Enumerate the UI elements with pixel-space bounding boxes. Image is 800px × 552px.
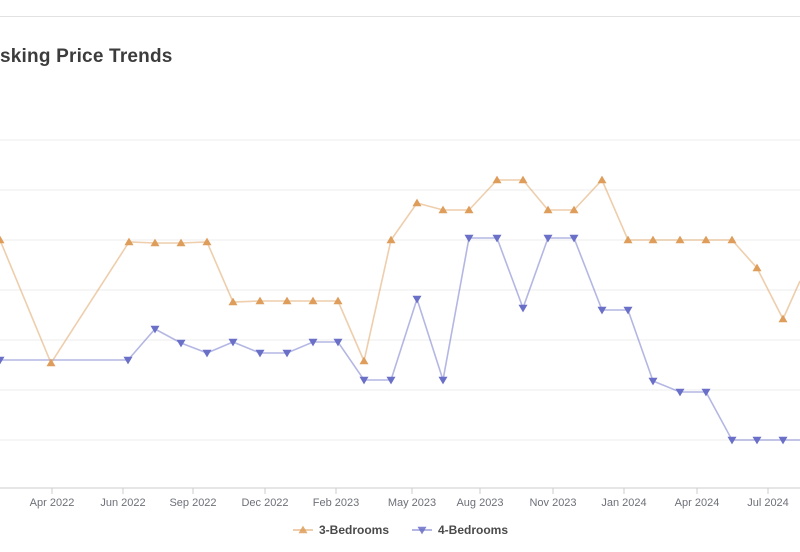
data-point-marker[interactable] xyxy=(333,296,343,305)
series-3-bedrooms[interactable] xyxy=(0,175,800,367)
series-line xyxy=(0,178,800,365)
data-point-marker[interactable] xyxy=(359,356,369,365)
x-axis-label: Feb 2023 xyxy=(312,497,360,509)
data-point-marker[interactable] xyxy=(464,234,474,243)
x-axis-labels: Apr 2022 Jun 2022 Sep 2022 Dec 2022 Feb 2023… xyxy=(0,497,800,511)
data-point-marker[interactable] xyxy=(464,205,474,214)
series-4-bedrooms[interactable] xyxy=(0,234,800,445)
data-point-marker[interactable] xyxy=(308,338,318,347)
x-axis-label: Nov 2023 xyxy=(529,497,577,509)
top-divider xyxy=(0,16,800,17)
data-point-marker[interactable] xyxy=(150,238,160,247)
data-point-marker[interactable] xyxy=(282,349,292,358)
legend-label: 3-Bedrooms xyxy=(318,523,389,537)
x-axis-label: Jun 2022 xyxy=(100,497,146,509)
x-axis-label: Apr 2024 xyxy=(674,497,720,509)
data-point-marker[interactable] xyxy=(228,297,238,306)
data-point-marker[interactable] xyxy=(701,388,711,397)
x-axis-label: Apr 2022 xyxy=(29,497,75,509)
data-point-marker[interactable] xyxy=(752,436,762,445)
chart-legend: 3-Bedrooms 4-Bedrooms xyxy=(0,523,800,537)
data-point-marker[interactable] xyxy=(0,235,5,244)
series-line xyxy=(0,237,800,441)
data-point-marker[interactable] xyxy=(202,349,212,358)
data-point-marker[interactable] xyxy=(46,358,56,367)
line-triangle-down-icon xyxy=(412,526,432,535)
x-axis-label: Jan 2024 xyxy=(601,497,647,509)
data-point-marker[interactable] xyxy=(492,175,502,184)
data-point-marker[interactable] xyxy=(623,306,633,315)
legend-item-3-bedrooms[interactable]: 3-Bedrooms xyxy=(292,523,389,537)
data-point-marker[interactable] xyxy=(412,295,422,304)
data-point-marker[interactable] xyxy=(569,205,579,214)
data-point-marker[interactable] xyxy=(386,376,396,385)
data-point-marker[interactable] xyxy=(255,296,265,305)
data-point-marker[interactable] xyxy=(176,238,186,247)
data-point-marker[interactable] xyxy=(438,205,448,214)
data-point-marker[interactable] xyxy=(597,306,607,315)
data-point-marker[interactable] xyxy=(255,349,265,358)
data-point-marker[interactable] xyxy=(359,376,369,385)
data-point-marker[interactable] xyxy=(412,198,422,207)
data-point-marker[interactable] xyxy=(543,205,553,214)
data-point-marker[interactable] xyxy=(123,356,133,365)
x-axis-label: Jul 2024 xyxy=(747,497,789,509)
data-point-marker[interactable] xyxy=(648,377,658,386)
data-point-marker[interactable] xyxy=(727,235,737,244)
data-point-marker[interactable] xyxy=(569,234,579,243)
data-point-marker[interactable] xyxy=(543,234,553,243)
data-point-marker[interactable] xyxy=(202,237,212,246)
data-point-marker[interactable] xyxy=(675,235,685,244)
data-point-marker[interactable] xyxy=(701,235,711,244)
data-point-marker[interactable] xyxy=(675,388,685,397)
data-point-marker[interactable] xyxy=(228,338,238,347)
legend-item-4-bedrooms[interactable]: 4-Bedrooms xyxy=(411,523,508,537)
data-point-marker[interactable] xyxy=(518,304,528,313)
data-point-marker[interactable] xyxy=(623,235,633,244)
data-point-marker[interactable] xyxy=(492,234,502,243)
data-point-marker[interactable] xyxy=(150,325,160,334)
x-axis-label: May 2023 xyxy=(387,497,437,509)
data-point-marker[interactable] xyxy=(333,338,343,347)
data-point-marker[interactable] xyxy=(597,175,607,184)
data-point-marker[interactable] xyxy=(282,296,292,305)
data-point-marker[interactable] xyxy=(438,376,448,385)
data-point-marker[interactable] xyxy=(648,235,658,244)
x-axis-label: Dec 2022 xyxy=(241,497,289,509)
chart-title: sking Price Trends xyxy=(0,46,173,67)
data-point-marker[interactable] xyxy=(176,339,186,348)
data-point-marker[interactable] xyxy=(727,436,737,445)
data-point-marker[interactable] xyxy=(752,263,762,272)
data-point-marker[interactable] xyxy=(308,296,318,305)
line-triangle-up-icon xyxy=(292,525,313,534)
x-axis-label: Sep 2022 xyxy=(169,497,217,509)
data-point-marker[interactable] xyxy=(124,237,134,246)
data-point-marker[interactable] xyxy=(518,175,528,184)
data-point-marker[interactable] xyxy=(778,436,788,445)
data-point-marker[interactable] xyxy=(0,356,5,365)
data-point-marker[interactable] xyxy=(778,314,788,323)
x-axis-label: Aug 2023 xyxy=(456,497,504,509)
legend-label: 4-Bedrooms xyxy=(438,523,509,537)
data-point-marker[interactable] xyxy=(386,235,396,244)
